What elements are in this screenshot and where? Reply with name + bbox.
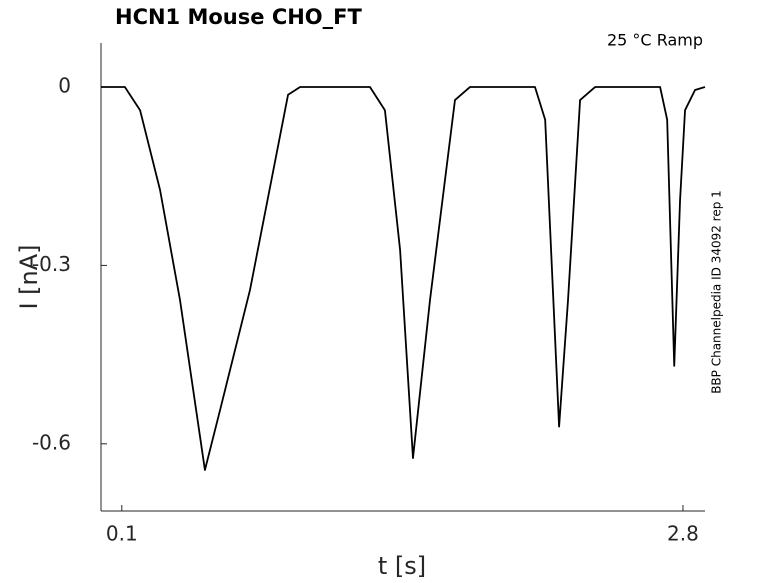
y-tick-label: 0 <box>58 74 71 98</box>
y-tick-label: -0.6 <box>32 430 71 454</box>
chart-title: HCN1 Mouse CHO_FT <box>115 5 362 29</box>
y-axis-label: I [nA] <box>15 244 43 309</box>
trace <box>101 86 706 471</box>
x-axis-label: t [s] <box>378 552 426 580</box>
side-note: BBP Channelpedia ID 34092 rep 1 <box>710 190 724 394</box>
x-tick-label: 2.8 <box>667 522 699 546</box>
y-tick-label: -0.3 <box>32 252 71 276</box>
x-tick-label: 0.1 <box>106 522 138 546</box>
annotation: 25 °C Ramp <box>607 31 703 50</box>
